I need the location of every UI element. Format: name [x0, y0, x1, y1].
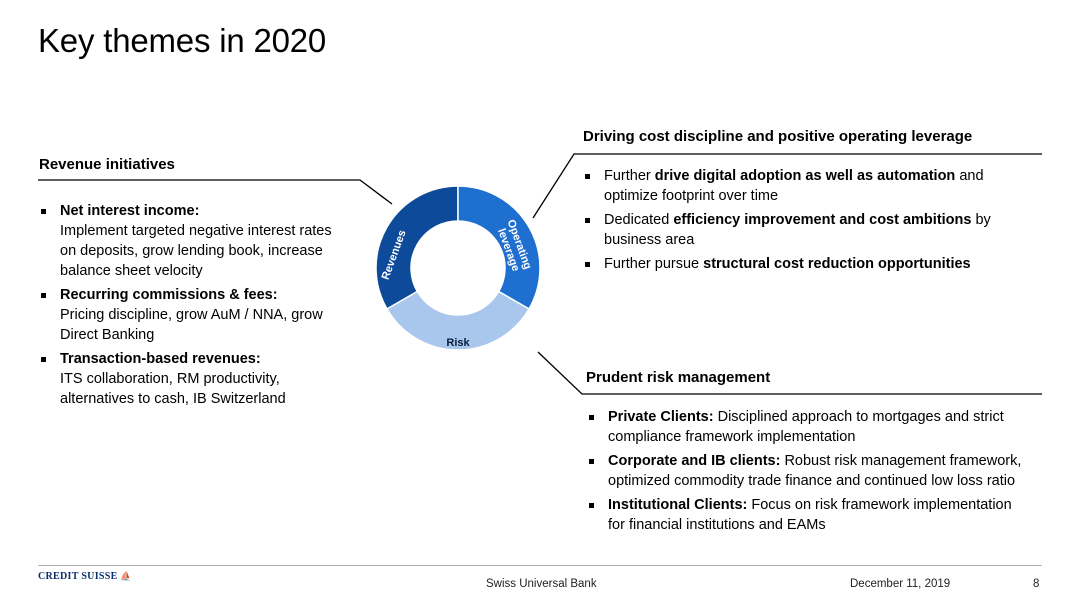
- donut-segment-revenues: [375, 185, 459, 311]
- page-number: 8: [1033, 578, 1040, 590]
- item-body: Implement targeted negative interest rat…: [60, 223, 332, 279]
- cost-heading: Driving cost discipline and positive ope…: [583, 128, 973, 145]
- item-body: Pricing discipline, grow AuM / NNA, grow…: [60, 307, 323, 343]
- revenue-heading: Revenue initiatives: [39, 156, 175, 173]
- item-emphasis: Private Clients:: [608, 409, 714, 425]
- list-item: Corporate and IB clients: Robust risk ma…: [587, 451, 1032, 491]
- credit-suisse-logo: CREDIT SUISSE ⛵: [38, 571, 132, 582]
- item-text: Dedicated: [604, 212, 674, 228]
- donut-label-risk: Risk: [446, 337, 470, 349]
- list-item: Net interest income: Implement targeted …: [39, 201, 339, 281]
- list-item: Institutional Clients: Focus on risk fra…: [587, 495, 1032, 535]
- logo-text: CREDIT SUISSE: [38, 571, 118, 582]
- footer-center: Swiss Universal Bank: [486, 578, 597, 590]
- list-item: Private Clients: Disciplined approach to…: [587, 407, 1032, 447]
- item-emphasis: Corporate and IB clients:: [608, 453, 781, 469]
- item-text: Further: [604, 168, 655, 184]
- risk-heading: Prudent risk management: [586, 369, 771, 386]
- footer-date: December 11, 2019: [850, 578, 951, 590]
- footer-divider: [38, 565, 1042, 566]
- list-item: Further pursue structural cost reduction…: [583, 254, 1033, 274]
- item-text: by business area: [604, 212, 991, 248]
- list-item: Transaction-based revenues: ITS collabor…: [39, 349, 339, 409]
- item-body: ITS collaboration, RM productivity, alte…: [60, 371, 286, 407]
- item-emphasis: drive digital adoption as well as automa…: [654, 168, 956, 184]
- risk-list: Private Clients: Disciplined approach to…: [587, 407, 1032, 539]
- item-text: and optimize footprint over time: [604, 168, 984, 204]
- item-text: Robust risk management framework, optimi…: [608, 453, 1022, 489]
- item-emphasis: structural cost reduction opportunities: [703, 256, 971, 272]
- donut-segment-risk: [385, 290, 531, 351]
- item-head: Net interest income:: [60, 203, 200, 219]
- item-emphasis: Institutional Clients:: [608, 497, 748, 513]
- item-text: Disciplined approach to mortgages and st…: [608, 409, 1004, 445]
- themes-donut: Revenues Operating leverage Risk: [375, 185, 541, 351]
- list-item: Dedicated efficiency improvement and cos…: [583, 210, 1033, 250]
- item-head: Recurring commissions & fees:: [60, 287, 278, 303]
- revenue-list: Net interest income: Implement targeted …: [39, 201, 339, 413]
- item-text: Further pursue: [604, 256, 704, 272]
- list-item: Recurring commissions & fees: Pricing di…: [39, 285, 339, 345]
- donut-segment-operating-leverage: [457, 185, 541, 311]
- page-title: Key themes in 2020: [38, 22, 327, 59]
- list-item: Further drive digital adoption as well a…: [583, 166, 1033, 206]
- item-text: Focus on risk framework implementation f…: [608, 497, 1012, 533]
- item-emphasis: efficiency improvement and cost ambition…: [673, 212, 972, 228]
- item-head: Transaction-based revenues:: [60, 351, 261, 367]
- sails-icon: ⛵: [117, 571, 132, 581]
- cost-list: Further drive digital adoption as well a…: [583, 166, 1033, 278]
